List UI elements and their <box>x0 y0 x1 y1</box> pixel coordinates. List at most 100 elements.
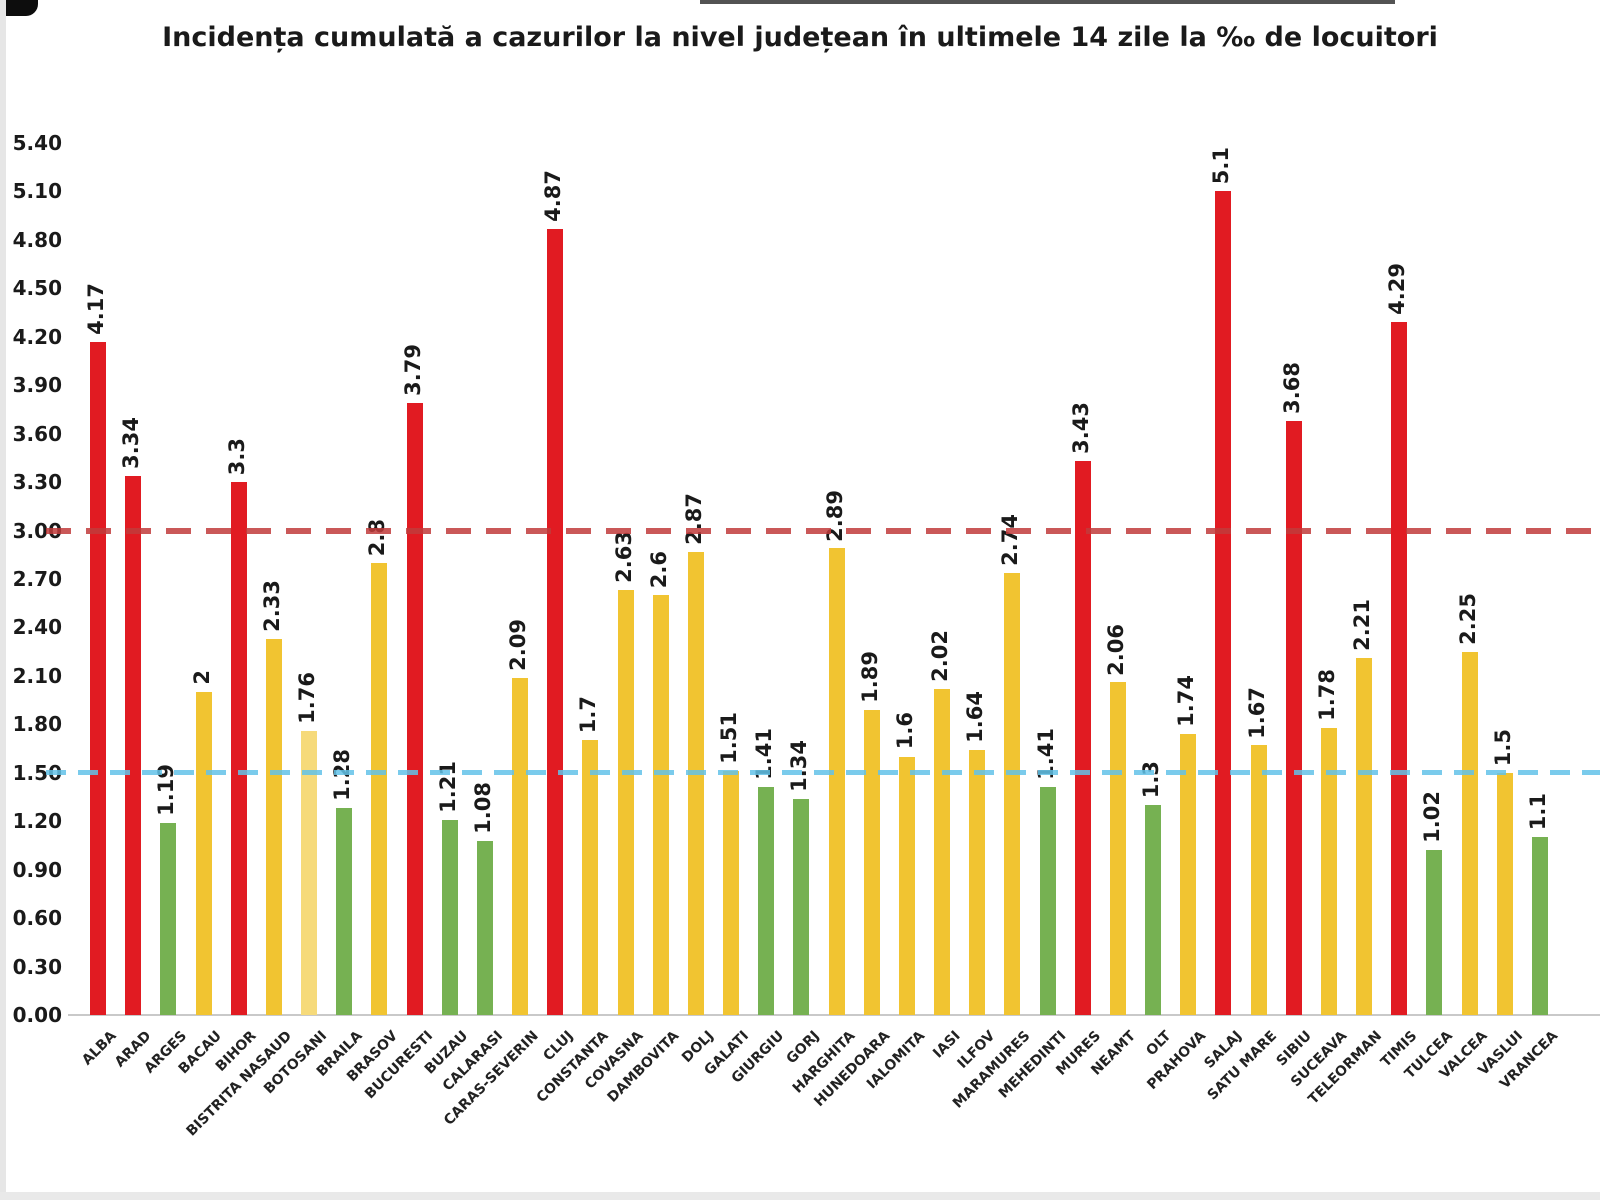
bar <box>1461 651 1478 1015</box>
bar-value-label: 2.87 <box>681 492 706 545</box>
bar-value-label: 2.21 <box>1350 599 1375 652</box>
bar-value-label: 3.68 <box>1279 361 1304 414</box>
bar <box>547 228 564 1015</box>
bar <box>441 819 458 1015</box>
bar <box>160 822 177 1015</box>
bar <box>723 771 740 1015</box>
bar <box>265 638 282 1015</box>
bar-value-label: 1.67 <box>1244 686 1269 739</box>
bar-value-label: 1.5 <box>1490 728 1515 766</box>
bar-value-label: 5.1 <box>1209 147 1234 185</box>
bar-value-label: 1.74 <box>1174 675 1199 728</box>
bar <box>1180 734 1197 1015</box>
bar-value-label: 1.78 <box>1314 668 1339 721</box>
bar <box>1145 805 1162 1015</box>
bar <box>934 688 951 1015</box>
bar <box>1391 322 1408 1015</box>
x-axis-label: ALBA <box>78 1028 120 1069</box>
bar <box>301 730 318 1015</box>
bar <box>758 787 775 1015</box>
y-axis-tick-label: 0.00 <box>12 1003 62 1027</box>
bar <box>371 562 388 1015</box>
bar <box>1531 837 1548 1015</box>
bar-value-label: 4.87 <box>541 169 566 222</box>
bar <box>652 595 669 1015</box>
bar <box>336 808 353 1015</box>
y-axis-tick-label: 4.80 <box>12 227 62 252</box>
x-axis-baseline <box>68 1014 1600 1016</box>
bar <box>1426 850 1443 1015</box>
bar-value-label: 1.51 <box>717 712 742 765</box>
bar-value-label: 2.02 <box>928 629 953 682</box>
chart-title: Incidența cumulată a cazurilor la nivel … <box>162 22 1438 53</box>
bar <box>828 548 845 1015</box>
bar <box>90 341 106 1015</box>
bar-value-label: 1.1 <box>1525 793 1550 831</box>
bar <box>793 798 810 1015</box>
y-axis-tick-label: 0.60 <box>12 906 62 931</box>
bar-value-label: 2.89 <box>822 489 847 542</box>
bar <box>582 740 599 1015</box>
y-axis-tick-label: 1.20 <box>12 809 62 834</box>
bar-value-label: 1.76 <box>295 671 320 724</box>
y-axis-tick-label: 3.30 <box>12 470 62 495</box>
bar-value-label: 1.02 <box>1420 791 1445 844</box>
bar <box>1109 682 1126 1015</box>
y-axis-tick-label: 2.10 <box>12 663 62 688</box>
bar-value-label: 3.43 <box>1068 402 1093 455</box>
bar-value-label: 1.34 <box>787 739 812 792</box>
bar-value-label: 2.25 <box>1455 592 1480 645</box>
y-axis-tick-label: 5.10 <box>12 179 62 204</box>
bar-value-label: 2.09 <box>506 618 531 671</box>
y-axis-tick-label: 4.20 <box>12 324 62 349</box>
bar-value-label: 1.3 <box>1139 760 1164 799</box>
bar-value-label: 2.33 <box>259 579 284 632</box>
bar <box>1004 572 1021 1015</box>
threshold-line-blue <box>46 770 1600 776</box>
y-axis-tick-label: 0.90 <box>12 857 62 882</box>
bar <box>476 840 493 1015</box>
bar <box>617 590 634 1015</box>
bar <box>512 677 529 1015</box>
y-axis-tick-label: 2.70 <box>12 567 62 591</box>
y-axis-tick-label: 4.50 <box>12 276 62 301</box>
bar-value-label: 1.89 <box>857 650 882 703</box>
bar <box>1356 658 1373 1015</box>
bar-value-label: 1.6 <box>892 712 917 750</box>
bar-value-label: 1.64 <box>963 691 988 744</box>
bar <box>230 482 247 1015</box>
bar-value-label: 1.28 <box>330 749 355 802</box>
y-axis-tick-label: 1.80 <box>12 712 62 737</box>
threshold-line-red <box>46 527 1600 534</box>
bar-value-label: 4.29 <box>1385 263 1410 316</box>
bar <box>406 403 423 1015</box>
video-frame-left-artifact <box>0 0 6 1200</box>
bar-value-label: 2.8 <box>365 518 390 556</box>
video-frame-bottom-artifact <box>0 1192 1600 1200</box>
bar <box>195 692 212 1015</box>
video-frame-top-artifact <box>700 0 1395 4</box>
bar <box>687 551 704 1015</box>
bar <box>1039 787 1056 1015</box>
bar <box>1250 745 1267 1015</box>
y-axis-tick-label: 3.90 <box>12 373 62 398</box>
bar <box>1320 727 1337 1015</box>
bar <box>125 475 142 1015</box>
bar-value-label: 3.3 <box>224 437 249 476</box>
bar-value-label: 2.06 <box>1103 623 1128 676</box>
bar <box>898 756 915 1015</box>
bar-value-label: 2.74 <box>998 513 1023 566</box>
bar-value-label: 4.17 <box>84 282 108 335</box>
bar <box>863 709 880 1015</box>
bar <box>1496 772 1513 1015</box>
bar-value-label: 3.79 <box>400 344 425 396</box>
bar <box>1285 420 1302 1015</box>
bar <box>1215 191 1232 1015</box>
bar <box>969 750 986 1015</box>
y-axis-tick-label: 5.40 <box>12 131 62 155</box>
bar <box>1074 461 1091 1015</box>
y-axis-tick-label: 3.60 <box>12 421 62 446</box>
y-axis-tick-label: 0.30 <box>12 954 62 979</box>
bar-value-label: 2.63 <box>611 531 636 584</box>
